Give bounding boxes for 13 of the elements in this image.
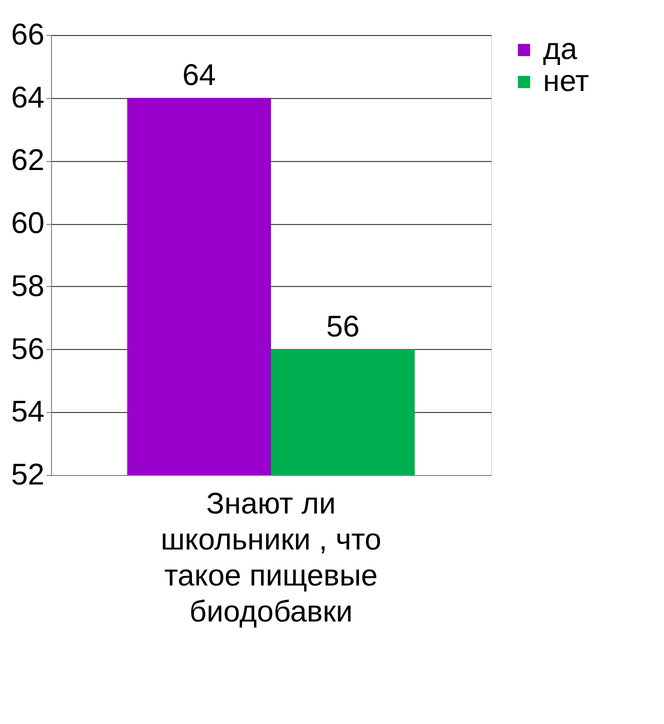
data-label: 64: [182, 58, 216, 92]
y-tick-label: 66: [11, 18, 44, 52]
legend-label: да: [543, 33, 578, 66]
y-tick-label: 62: [11, 144, 44, 178]
x-tick-label: Знают ли школьники , что такое пищевые биодобавки: [160, 488, 382, 628]
y-tick-label: 58: [11, 270, 44, 303]
y-tick-label: 52: [11, 458, 44, 492]
data-label: 56: [326, 310, 360, 344]
y-tick-label: 60: [11, 207, 44, 240]
y-tick-label: 54: [11, 396, 44, 429]
legend-label: нет: [543, 65, 590, 98]
y-tick-label: 56: [11, 332, 44, 366]
y-tick-label: 64: [11, 81, 44, 114]
